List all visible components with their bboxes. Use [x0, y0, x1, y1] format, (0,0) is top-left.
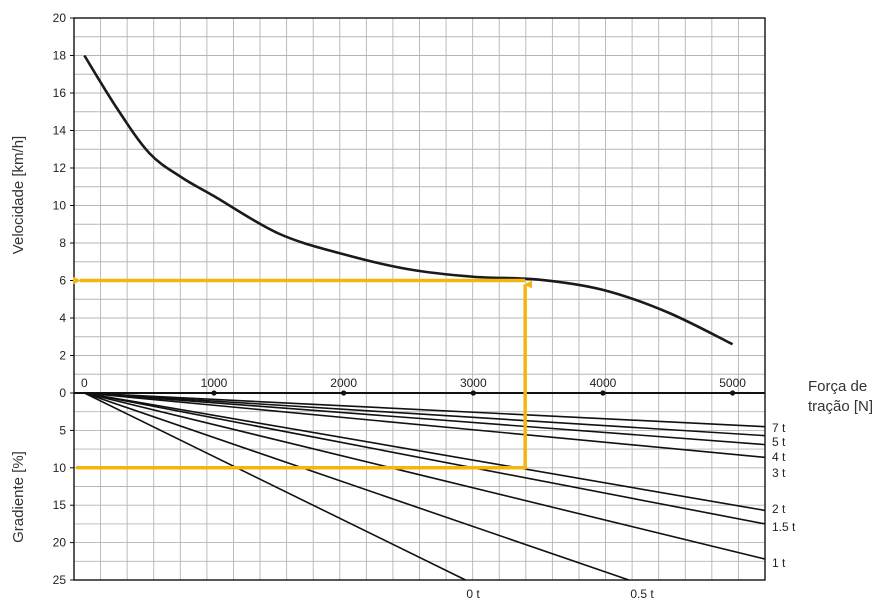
gradient-line-label: 1.5 t: [772, 520, 796, 534]
x-tick-dot: [729, 390, 736, 396]
upper-y-tick-label: 0: [59, 386, 66, 400]
lower-y-tick-label: 5: [59, 423, 66, 437]
example-path: [73, 276, 533, 470]
x-axis-title-line2: tração [N]: [808, 398, 873, 415]
lower-y-tick-label: 20: [53, 536, 67, 550]
x-tick-dot: [600, 390, 606, 396]
x-tick-label: 5000: [719, 376, 746, 390]
grid: [73, 17, 766, 581]
upper-y-tick-label: 12: [53, 161, 67, 175]
speed-curve-line: [83, 54, 734, 346]
upper-y-axis: 0 2 4 6 8 10 12 14 16 18 20: [53, 11, 74, 400]
x-tick-dot: [211, 390, 217, 396]
gradient-line: [84, 392, 766, 459]
lower-y-axis-title: Gradiente [%]: [10, 451, 27, 543]
gradient-line-label: 0.5 t: [630, 587, 654, 601]
upper-y-tick-label: 10: [53, 199, 67, 213]
upper-y-tick-label: 20: [53, 11, 67, 25]
plot-frame: [73, 17, 766, 581]
gradient-line: [84, 392, 630, 581]
gradient-line-label: 7 t: [772, 421, 786, 435]
gradient-line: [84, 392, 466, 581]
lower-y-axis: 5 10 15 20 25: [53, 423, 74, 587]
x-axis-title-line1: Força de: [808, 378, 867, 395]
gradient-line: [84, 392, 766, 560]
upper-y-tick-label: 14: [53, 124, 67, 138]
gradient-line-label: 0 t: [466, 587, 480, 601]
upper-y-axis-title: Velocidade [km/h]: [10, 136, 27, 254]
x-tick-label: 1000: [201, 376, 228, 390]
upper-y-tick-label: 8: [59, 236, 66, 250]
upper-y-tick-label: 6: [59, 274, 66, 288]
gradient-line-label: 5 t: [772, 435, 786, 449]
lower-y-tick-label: 25: [53, 573, 67, 587]
gradient-line-label: 2 t: [772, 502, 786, 516]
x-tick-dot: [470, 390, 476, 396]
gradient-line: [84, 392, 766, 525]
gradient-line-label: 3 t: [772, 466, 786, 480]
gradient-lines: 7 t5 t4 t 3 t 2 t 1.5 t 1 t 0.5 t 0 t: [84, 392, 796, 601]
lower-y-tick-label: 10: [53, 461, 67, 475]
x-tick-label: 2000: [330, 376, 357, 390]
x-tick-label: 4000: [590, 376, 617, 390]
upper-y-tick-label: 2: [59, 349, 66, 363]
gradient-line-label: 1 t: [772, 556, 786, 570]
upper-y-tick-label: 18: [53, 49, 67, 63]
lower-y-tick-label: 15: [53, 498, 67, 512]
upper-y-tick-label: 16: [53, 86, 67, 100]
x-tick-dot: [341, 390, 347, 396]
gradient-line: [84, 392, 766, 428]
gradient-line-label: 4 t: [772, 450, 786, 464]
x-axis: 0 1000 2000 3000 4000 5000: [74, 376, 765, 396]
speed-curve: [83, 54, 734, 346]
gradient-line: [84, 392, 766, 446]
upper-y-tick-label: 4: [59, 311, 66, 325]
x-tick-label: 3000: [460, 376, 487, 390]
gradient-line: [84, 392, 766, 437]
gradient-line: [84, 392, 766, 512]
x-tick-label: 0: [81, 376, 88, 390]
